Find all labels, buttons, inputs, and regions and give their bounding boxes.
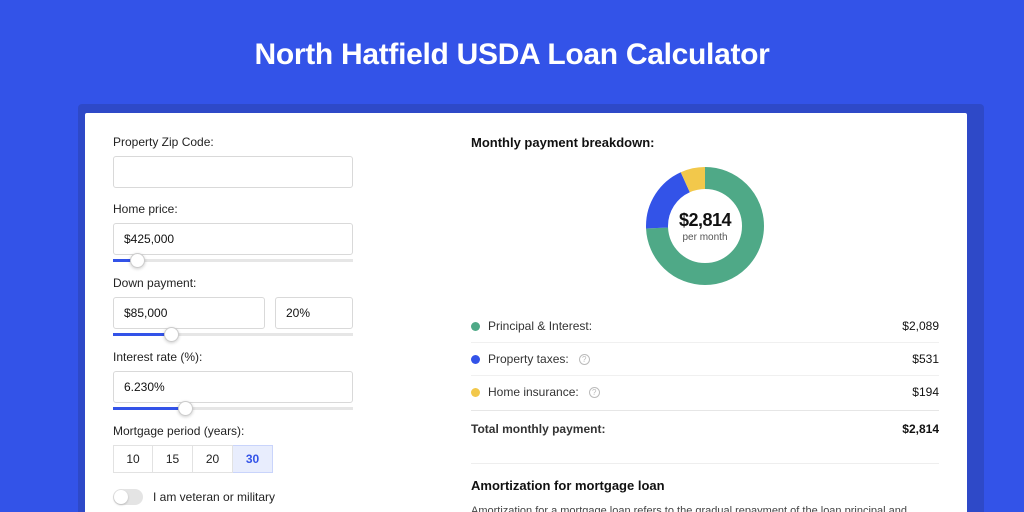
page-title: North Hatfield USDA Loan Calculator bbox=[0, 0, 1024, 72]
legend-label: Home insurance: bbox=[488, 385, 579, 399]
interest-rate-slider-thumb[interactable] bbox=[178, 401, 193, 416]
period-option-10[interactable]: 10 bbox=[113, 445, 153, 473]
period-options: 10152030 bbox=[113, 445, 443, 473]
period-option-15[interactable]: 15 bbox=[153, 445, 193, 473]
total-label: Total monthly payment: bbox=[471, 422, 605, 436]
total-value: $2,814 bbox=[902, 422, 939, 436]
down-payment-slider-fill bbox=[113, 333, 171, 336]
home-price-input[interactable] bbox=[113, 223, 353, 255]
home-price-field: Home price: bbox=[113, 202, 443, 262]
down-payment-slider-thumb[interactable] bbox=[164, 327, 179, 342]
interest-rate-slider-fill bbox=[113, 407, 185, 410]
legend-dot bbox=[471, 388, 480, 397]
donut-center: $2,814 per month bbox=[641, 162, 769, 290]
legend-row: Home insurance:? $194 bbox=[471, 375, 939, 408]
legend-row: Property taxes:? $531 bbox=[471, 342, 939, 375]
legend-dot bbox=[471, 322, 480, 331]
legend-dot bbox=[471, 355, 480, 364]
legend-value: $531 bbox=[912, 352, 939, 366]
legend-row: Principal & Interest: $2,089 bbox=[471, 310, 939, 342]
amortization-section: Amortization for mortgage loan Amortizat… bbox=[471, 463, 939, 512]
donut-chart: $2,814 per month bbox=[641, 162, 769, 290]
donut-value: $2,814 bbox=[679, 210, 731, 231]
legend-value: $2,089 bbox=[902, 319, 939, 333]
down-payment-field: Down payment: bbox=[113, 276, 443, 336]
donut-sub: per month bbox=[682, 232, 727, 243]
down-payment-amount-input[interactable] bbox=[113, 297, 265, 329]
breakdown-title: Monthly payment breakdown: bbox=[471, 135, 939, 150]
interest-rate-input[interactable] bbox=[113, 371, 353, 403]
zip-label: Property Zip Code: bbox=[113, 135, 443, 149]
down-payment-label: Down payment: bbox=[113, 276, 443, 290]
interest-rate-label: Interest rate (%): bbox=[113, 350, 443, 364]
amortization-title: Amortization for mortgage loan bbox=[471, 478, 939, 493]
interest-rate-field: Interest rate (%): bbox=[113, 350, 443, 410]
calculator-card: Property Zip Code: Home price: Down paym… bbox=[85, 113, 967, 512]
zip-input[interactable] bbox=[113, 156, 353, 188]
donut-container: $2,814 per month bbox=[471, 162, 939, 290]
interest-rate-slider[interactable] bbox=[113, 407, 353, 410]
veteran-label: I am veteran or military bbox=[153, 490, 275, 504]
legend-left: Home insurance:? bbox=[471, 385, 600, 399]
breakdown-panel: Monthly payment breakdown: $2,814 per mo… bbox=[443, 135, 939, 512]
period-label: Mortgage period (years): bbox=[113, 424, 443, 438]
legend-left: Property taxes:? bbox=[471, 352, 590, 366]
home-price-slider[interactable] bbox=[113, 259, 353, 262]
period-option-20[interactable]: 20 bbox=[193, 445, 233, 473]
page-background: North Hatfield USDA Loan Calculator Prop… bbox=[0, 0, 1024, 512]
veteran-toggle[interactable] bbox=[113, 489, 143, 505]
legend-value: $194 bbox=[912, 385, 939, 399]
home-price-label: Home price: bbox=[113, 202, 443, 216]
zip-field: Property Zip Code: bbox=[113, 135, 443, 188]
legend-label: Property taxes: bbox=[488, 352, 569, 366]
inputs-panel: Property Zip Code: Home price: Down paym… bbox=[113, 135, 443, 512]
info-icon[interactable]: ? bbox=[589, 387, 600, 398]
down-payment-slider[interactable] bbox=[113, 333, 353, 336]
total-row: Total monthly payment: $2,814 bbox=[471, 410, 939, 445]
period-option-30[interactable]: 30 bbox=[233, 445, 273, 473]
legend-left: Principal & Interest: bbox=[471, 319, 592, 333]
veteran-toggle-knob bbox=[114, 490, 128, 504]
legend: Principal & Interest: $2,089 Property taxe… bbox=[471, 310, 939, 408]
veteran-row: I am veteran or military bbox=[113, 489, 443, 505]
legend-label: Principal & Interest: bbox=[488, 319, 592, 333]
home-price-slider-thumb[interactable] bbox=[130, 253, 145, 268]
down-payment-percent-input[interactable] bbox=[275, 297, 353, 329]
info-icon[interactable]: ? bbox=[579, 354, 590, 365]
period-field: Mortgage period (years): 10152030 bbox=[113, 424, 443, 473]
amortization-body: Amortization for a mortgage loan refers … bbox=[471, 503, 939, 512]
